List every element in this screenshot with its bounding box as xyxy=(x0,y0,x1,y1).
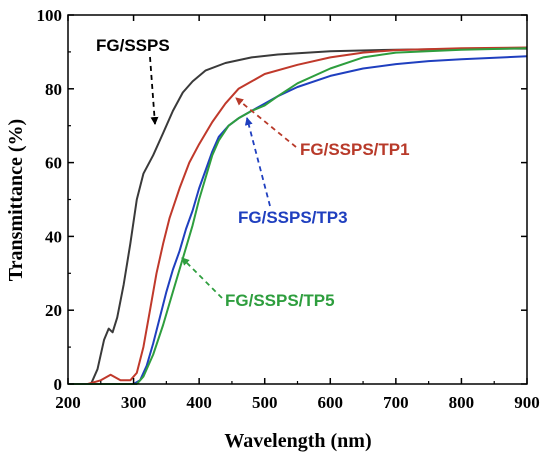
x-axis-title: Wavelength (nm) xyxy=(224,430,371,452)
annotation-fg-ssps-tp5: FG/SSPS/TP5 xyxy=(225,291,335,310)
y-tick-label: 20 xyxy=(45,301,62,320)
arrow-fg-ssps-tp3 xyxy=(244,117,271,207)
annotation-fg-ssps: FG/SSPS xyxy=(96,36,170,55)
x-tick-label: 400 xyxy=(186,393,212,412)
axis-layer: 200 300 400 500 600 700 800 900 0 20 40 60 80 100 xyxy=(37,6,540,412)
x-tick-label: 500 xyxy=(252,393,278,412)
annotation-layer: FG/SSPS FG/SSPS/TP1 FG/SSPS/TP3 FG/SSPS/… xyxy=(96,36,410,310)
series-line-fg-ssps-tp3 xyxy=(68,55,528,385)
series-line-fg-ssps xyxy=(68,47,528,385)
x-tick-label: 900 xyxy=(514,393,540,412)
y-tick-label: 0 xyxy=(54,375,63,394)
x-tick-label: 800 xyxy=(449,393,475,412)
y-axis-title: Transmittance (%) xyxy=(5,119,27,281)
x-tick-label: 600 xyxy=(318,393,344,412)
y-tick-label: 60 xyxy=(45,154,62,173)
y-tick-label: 40 xyxy=(45,227,62,246)
annotation-fg-ssps-tp3: FG/SSPS/TP3 xyxy=(238,208,348,227)
arrow-fg-ssps xyxy=(149,56,159,125)
x-tick-label: 700 xyxy=(383,393,409,412)
x-tick-label: 300 xyxy=(121,393,147,412)
series-line-fg-ssps-tp5 xyxy=(68,47,528,385)
annotation-fg-ssps-tp1: FG/SSPS/TP1 xyxy=(300,140,410,159)
arrow-fg-ssps-tp1 xyxy=(235,97,297,148)
y-tick-label: 100 xyxy=(37,6,63,25)
series-layer xyxy=(68,46,528,385)
x-tick-label: 200 xyxy=(55,393,81,412)
series-line-fg-ssps-tp1 xyxy=(68,46,528,385)
y-tick-label: 80 xyxy=(45,80,62,99)
arrow-fg-ssps-tp5 xyxy=(181,257,223,299)
